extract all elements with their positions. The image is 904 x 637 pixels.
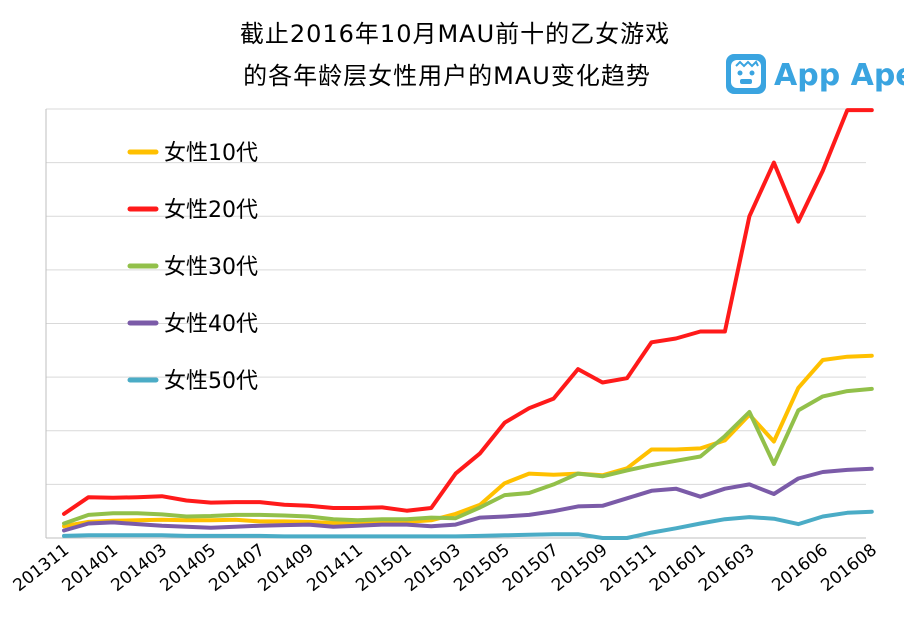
brand-name: App Ape (774, 58, 904, 93)
ape-face-icon (726, 54, 766, 94)
legend-label: 女性40代 (164, 312, 258, 337)
series-line-4 (62, 466, 874, 533)
x-tick-label: 201603 (695, 540, 758, 596)
legend-label: 女性50代 (164, 369, 258, 394)
title-line-1: 截止2016年10月MAU前十的乙女游戏 (240, 20, 670, 48)
legend-label: 女性20代 (164, 198, 258, 223)
x-tick-label: 201608 (817, 540, 880, 596)
x-axis-tick-labels: 2013112014012014032014052014072014092014… (10, 540, 881, 596)
series-line-3 (62, 386, 874, 526)
title-line-2: 的各年龄层女性用户的MAU变化趋势 (243, 62, 651, 90)
series-line-1 (62, 353, 874, 529)
series-line-2 (62, 108, 874, 516)
legend-label: 女性10代 (164, 141, 258, 166)
chart-title: 截止2016年10月MAU前十的乙女游戏 的各年龄层女性用户的MAU变化趋势 (240, 20, 670, 90)
series-layer (62, 108, 874, 540)
series-line-5 (62, 509, 874, 540)
brand-logo: App Ape (726, 54, 904, 94)
legend-label: 女性30代 (164, 255, 258, 280)
